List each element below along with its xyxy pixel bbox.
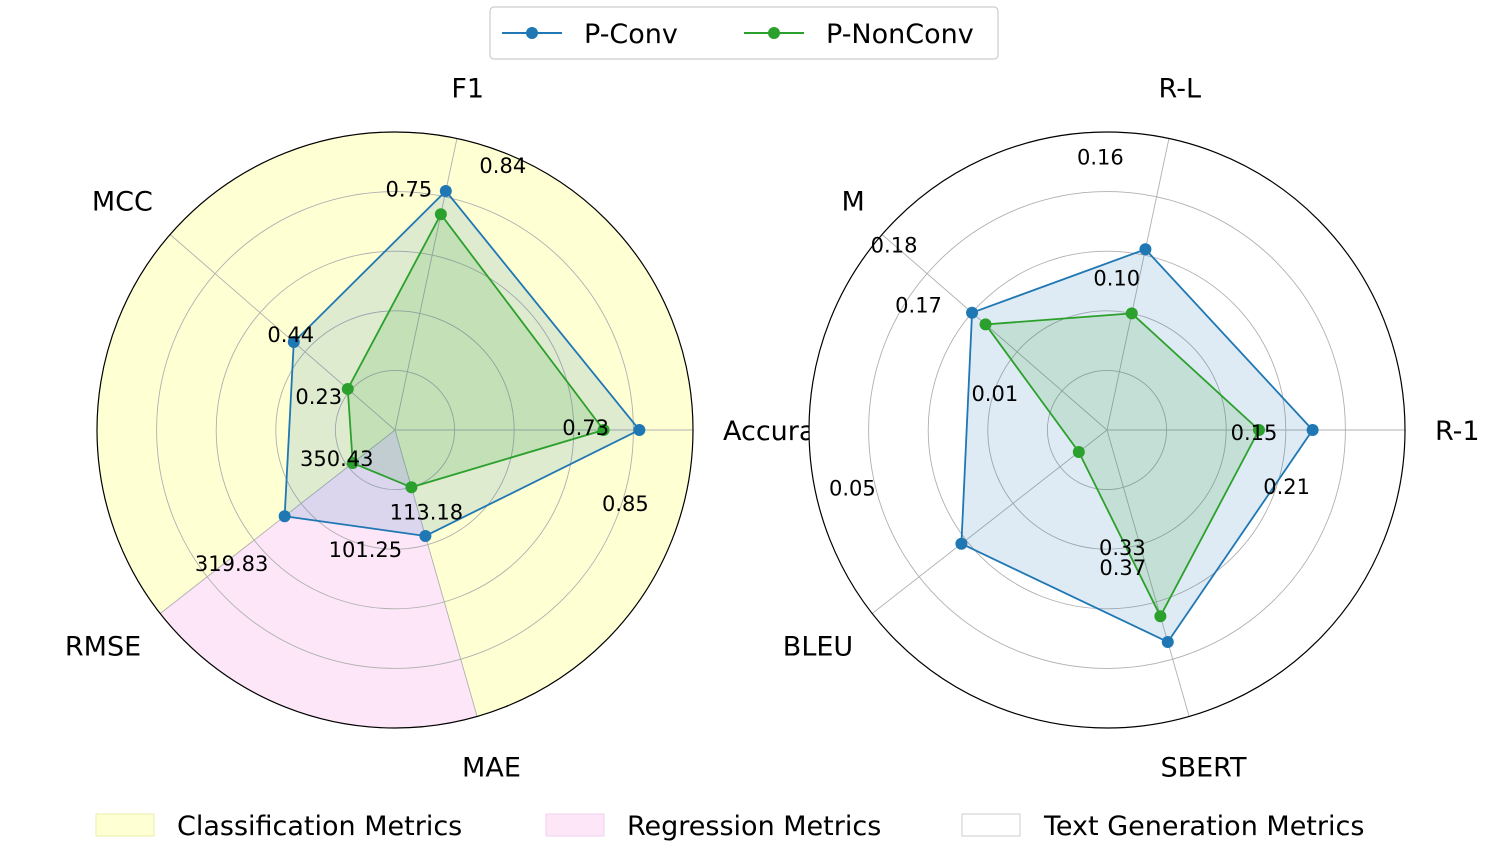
sector-classification-metrics-f1: [170, 132, 457, 431]
value-label-p-conv-rmse: 319.83: [195, 552, 268, 576]
radar-chart-classification-regression: 0.85 0.84 0.44 319.83 101.25 0.73 0.75 0.23 350.…: [65, 74, 846, 784]
value-label-p-conv-mae: 101.25: [329, 538, 402, 562]
axis-label-bleu: BLEU: [783, 631, 853, 662]
text-generation-legend-label: Text Generation Metrics: [1043, 811, 1364, 842]
value-label-p-nonconv-accuracy: 0.73: [562, 416, 609, 440]
radar-frame: [808, 131, 1406, 729]
axis-label-f1: F1: [451, 74, 484, 105]
area-p-conv: [284, 190, 640, 536]
value-label-p-conv-bleu: 0.05: [829, 477, 876, 501]
axis-label-mae: MAE: [462, 752, 521, 783]
spoke-r-l: [1106, 138, 1170, 431]
line-p-conv: [960, 248, 1314, 643]
axis-label-r-1: R-1: [1435, 416, 1480, 447]
spoke-mae: [394, 429, 478, 717]
classification-swatch: [95, 813, 155, 837]
axis-label-sbert: SBERT: [1160, 752, 1247, 783]
category-legend: Classification Metrics Regression Metric…: [95, 811, 1364, 842]
sector-classification-metrics-mae: [395, 430, 693, 717]
value-label-p-conv-accuracy: 0.85: [602, 492, 649, 516]
area-p-conv: [961, 249, 1313, 642]
spoke-sbert: [1106, 429, 1190, 717]
spoke-m: [881, 234, 1108, 431]
text-generation-swatch: [961, 813, 1021, 837]
point-p-conv-mcc: [287, 336, 300, 349]
area-p-nonconv: [347, 214, 604, 488]
sector-regression-metrics-rmse: [160, 430, 478, 728]
point-p-nonconv-r-1: [1252, 424, 1265, 436]
value-label-p-nonconv-bleu: 0.01: [971, 382, 1018, 406]
legend-item-classification: Classification Metrics: [95, 811, 462, 842]
value-label-p-nonconv-m: 0.17: [895, 293, 942, 317]
line-p-nonconv: [984, 312, 1260, 618]
point-p-conv-mae: [419, 529, 432, 542]
legend-item-text-generation: Text Generation Metrics: [961, 811, 1364, 842]
radar-series: [955, 243, 1319, 648]
area-p-nonconv: [985, 313, 1259, 617]
value-label-p-conv-mcc: 0.44: [267, 323, 314, 347]
point-p-conv-rmse: [278, 510, 291, 523]
point-p-nonconv-mcc: [341, 382, 354, 395]
value-label-p-nonconv-sbert: 0.33: [1099, 536, 1146, 560]
legend-item-p-nonconv: P-NonConv: [744, 19, 974, 50]
point-p-conv-bleu: [955, 537, 968, 550]
regression-swatch: [545, 813, 605, 837]
sector-classification-metrics-accuracy: [395, 138, 693, 430]
radar-series: [278, 184, 646, 542]
point-p-nonconv-mae: [405, 481, 418, 494]
legend-item-p-conv: P-Conv: [502, 19, 678, 50]
line-p-conv: [283, 190, 641, 537]
value-label-p-nonconv-mae: 113.18: [390, 500, 463, 524]
series-legend: P-Conv P-NonConv: [489, 6, 999, 60]
value-label-p-nonconv-r-1: 0.15: [1231, 421, 1278, 445]
value-label-p-nonconv-rmse: 350.43: [300, 447, 373, 471]
axis-labels: R-1 R-L M BLEU SBERT: [783, 74, 1480, 784]
value-label-p-nonconv-f1: 0.75: [385, 177, 432, 201]
point-p-conv-r-1: [1306, 424, 1319, 436]
point-p-conv-f1: [439, 184, 452, 197]
sector-classification-metrics-mcc: [97, 234, 396, 614]
radar-chart-text-generation: 0.21 0.16 0.18 0.05 0.37 0.15 0.10 0.17 0.01 0.33…: [783, 74, 1480, 784]
point-p-conv-sbert: [1161, 635, 1174, 648]
point-p-nonconv-r-l: [1125, 307, 1138, 320]
sector-backgrounds: [97, 132, 693, 728]
value-label-p-nonconv-r-l: 0.10: [1093, 266, 1140, 290]
spoke-mcc: [169, 234, 396, 431]
point-p-nonconv-f1: [434, 208, 447, 221]
point-p-nonconv-sbert: [1154, 610, 1167, 623]
line-p-nonconv: [346, 213, 605, 489]
axis-label-mcc: MCC: [92, 186, 153, 217]
legend-marker-p-conv: [526, 27, 538, 39]
value-label-p-conv-sbert: 0.37: [1099, 556, 1146, 580]
radar-frame: [96, 131, 694, 729]
point-p-nonconv-rmse: [346, 457, 359, 470]
point-p-nonconv-accuracy: [597, 424, 610, 436]
axis-label-rmse: RMSE: [65, 631, 141, 662]
point-p-nonconv-m: [979, 318, 992, 331]
legend-item-regression: Regression Metrics: [545, 811, 881, 842]
point-p-conv-accuracy: [633, 424, 646, 436]
regression-legend-label: Regression Metrics: [627, 811, 881, 842]
legend-label-p-conv: P-Conv: [584, 19, 678, 50]
axis-label-r-l: R-L: [1159, 74, 1201, 105]
legend-label-p-nonconv: P-NonConv: [826, 19, 974, 50]
point-p-conv-r-l: [1139, 243, 1152, 256]
axis-label-m: M: [842, 186, 865, 217]
value-label-p-conv-r-1: 0.21: [1263, 475, 1310, 499]
value-labels: 0.85 0.84 0.44 319.83 101.25 0.73 0.75 0.23 350.…: [195, 154, 649, 576]
value-label-p-conv-m: 0.18: [871, 234, 918, 258]
legend-marker-p-nonconv: [768, 27, 780, 39]
value-label-p-conv-r-l: 0.16: [1077, 145, 1124, 169]
point-p-nonconv-bleu: [1072, 446, 1085, 459]
point-p-conv-m: [966, 306, 979, 319]
value-label-p-nonconv-mcc: 0.23: [295, 385, 342, 409]
classification-legend-label: Classification Metrics: [177, 811, 462, 842]
value-label-p-conv-f1: 0.84: [479, 154, 526, 178]
spoke-bleu: [871, 429, 1108, 614]
value-labels: 0.21 0.16 0.18 0.05 0.37 0.15 0.10 0.17 0.01 0.33: [829, 145, 1310, 580]
